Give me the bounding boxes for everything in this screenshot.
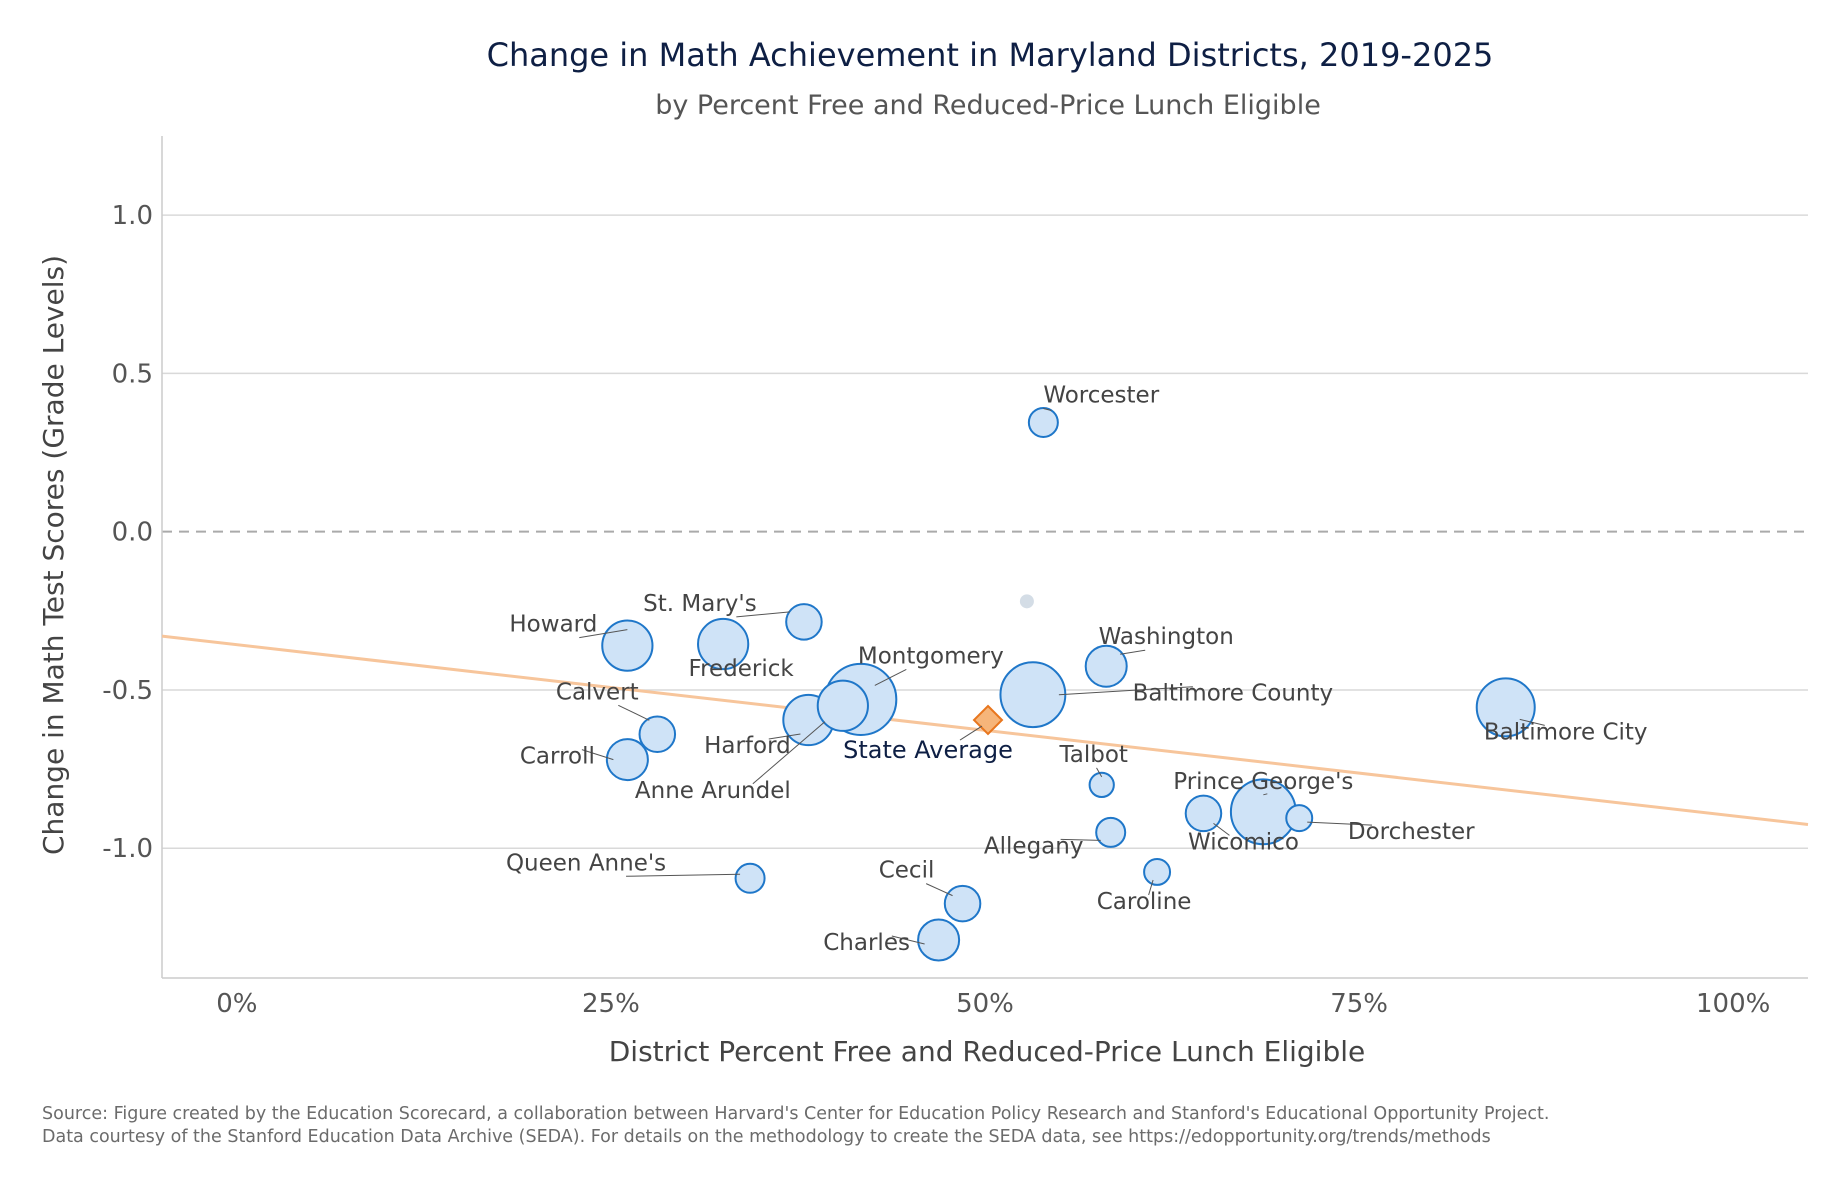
x-tick-label: 25%: [582, 989, 640, 1019]
district-label: Frederick: [689, 656, 795, 682]
unlabeled-point: [1019, 594, 1034, 609]
label-leader-line: [768, 733, 801, 740]
label-leader-line: [1060, 838, 1101, 841]
source-line-1: Source: Figure created by the Education …: [42, 1104, 1550, 1124]
district-label: Harford: [704, 733, 791, 759]
label-leader-line: [1213, 822, 1230, 836]
district-point: [1027, 406, 1059, 438]
label-leader-line: [1058, 686, 1193, 696]
district-label: Montgomery: [858, 643, 1004, 669]
district-label: Worcester: [1043, 382, 1159, 408]
district-label: Baltimore City: [1484, 719, 1648, 745]
label-leader-line: [1120, 649, 1146, 655]
district-point: [1143, 857, 1172, 886]
axes: 1.0 0.5 0.0 -0.5 -1.0 0% 25% 50% 75% 100%: [102, 136, 1808, 1019]
x-tick-label: 75%: [1330, 989, 1388, 1019]
label-leader-line: [1148, 879, 1154, 896]
y-tick-label: -0.5: [102, 676, 153, 706]
district-point: [1475, 677, 1536, 738]
district-point: [601, 619, 654, 672]
district-label: Dorchester: [1348, 819, 1475, 845]
district-label: St. Mary's: [643, 591, 757, 617]
label-leader-line: [1096, 767, 1103, 778]
label-leader-line: [925, 883, 953, 897]
points-layer: [601, 406, 1536, 962]
x-tick-label: 0%: [216, 989, 257, 1019]
district-label: Anne Arundel: [635, 778, 791, 804]
district-label: Wicomico: [1188, 829, 1299, 855]
district-point: [816, 679, 869, 732]
x-tick-label: 50%: [956, 989, 1014, 1019]
label-leader-line: [618, 704, 650, 721]
chart-subtitle: by Percent Free and Reduced-Price Lunch …: [655, 90, 1321, 121]
district-label: Carroll: [520, 744, 595, 770]
district-point: [734, 862, 766, 894]
source-note: Source: Figure created by the Education …: [42, 1103, 1822, 1149]
x-tick-label: 100%: [1696, 989, 1770, 1019]
district-label: Prince George's: [1173, 769, 1353, 795]
district-label: Allegany: [984, 833, 1084, 859]
district-label: Baltimore County: [1133, 681, 1333, 707]
gridlines: [162, 214, 1808, 849]
district-point: [1184, 794, 1223, 833]
label-leader-line: [1519, 718, 1545, 726]
district-label: Howard: [509, 612, 597, 638]
y-tick-label: 0.0: [112, 518, 153, 548]
district-point: [785, 603, 823, 641]
state-average-label: State Average: [843, 736, 1013, 764]
label-leader-line: [736, 611, 790, 618]
district-point: [1088, 771, 1115, 799]
district-point: [999, 661, 1067, 729]
district-point: [697, 617, 750, 671]
point-labels-layer: Worcester Howard St. Mary's Frederick Washin…: [506, 382, 1648, 956]
district-label: Cecil: [879, 858, 935, 884]
x-axis-label: District Percent Free and Reduced-Price …: [609, 1035, 1366, 1068]
district-point: [1285, 804, 1314, 833]
district-label: Talbot: [1059, 742, 1128, 768]
label-leader-line: [752, 721, 826, 785]
district-label: Caroline: [1097, 889, 1192, 915]
district-label: Charles: [823, 930, 910, 956]
label-leader-line: [581, 749, 614, 761]
source-line-2: Data courtesy of the Stanford Education …: [42, 1127, 1491, 1147]
label-leader-line: [874, 668, 907, 686]
district-point: [605, 738, 649, 782]
label-leader-line: [1043, 407, 1052, 411]
y-tick-label: 1.0: [112, 201, 153, 231]
district-point: [943, 884, 982, 923]
district-point: [917, 918, 961, 962]
y-tick-label: -1.0: [102, 834, 153, 864]
district-point: [1084, 644, 1128, 688]
district-point: [638, 715, 677, 754]
y-axis-label: Change in Math Test Scores (Grade Levels…: [37, 255, 70, 855]
district-point: [1095, 816, 1127, 848]
district-label: Washington: [1099, 624, 1234, 650]
chart-title: Change in Math Achievement in Maryland D…: [487, 36, 1494, 74]
y-tick-label: 0.5: [112, 359, 153, 389]
label-leader-line: [626, 873, 741, 877]
label-leader-line: [891, 935, 925, 945]
state-average-leader-line: [959, 725, 983, 741]
label-leader-line: [1307, 821, 1373, 826]
label-leader-line: [579, 629, 628, 639]
district-label: Queen Anne's: [506, 850, 666, 876]
label-leader-line: [1263, 793, 1268, 796]
district-label: Calvert: [556, 679, 639, 705]
